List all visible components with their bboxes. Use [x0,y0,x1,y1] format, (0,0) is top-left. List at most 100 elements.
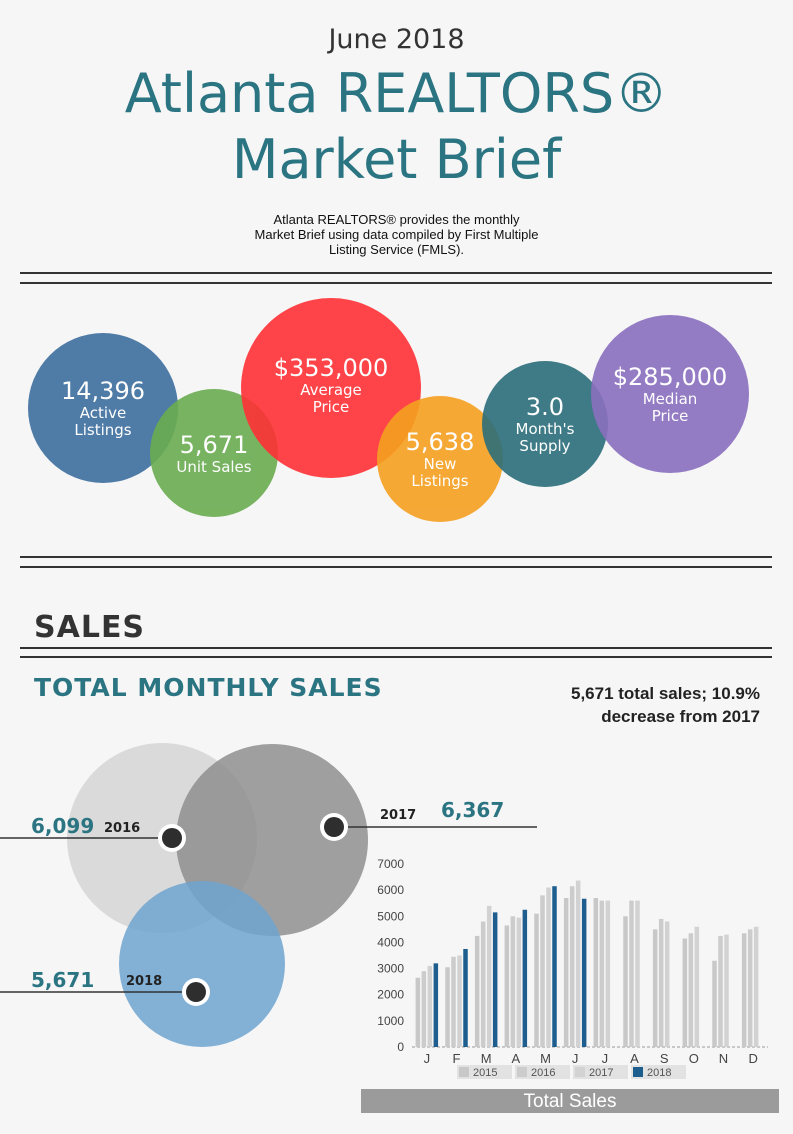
bar-2018-3 [522,909,528,1047]
unit-sales-value: 5,671 [179,430,249,459]
bar-2015-8 [652,929,658,1047]
bar-2016-3 [510,916,516,1047]
y-tick-label: 1000 [377,1014,404,1028]
bar-2016-6 [599,900,605,1047]
legend-label-2018: 2018 [647,1067,671,1079]
y-tick-label: 3000 [377,962,404,976]
sales-summary: 5,671 total sales; 10.9% decrease from 2… [570,684,760,726]
bar-2015-2 [474,935,480,1047]
year-2017-label: 2017 [380,808,417,823]
bar-2015-3 [504,925,510,1047]
intro-text: Atlanta REALTORS® provides the monthly M… [254,212,539,257]
legend-swatch-2016 [517,1067,527,1077]
y-tick-label: 4000 [377,935,404,949]
circle-2018 [119,881,285,1047]
bar-2016-5 [569,886,575,1047]
active-listings-bubble: 14,396 Active Listings [28,333,178,483]
bar-2018-5 [581,898,587,1047]
bar-2018-1 [463,948,468,1047]
legend-label-2016: 2016 [531,1067,555,1079]
total-monthly-sales-title: TOTAL MONTHLY SALES [34,673,383,702]
yearly-sales-circles [0,743,537,1047]
year-2018-label: 2018 [126,974,163,989]
x-tick-label: J [572,1051,579,1066]
divider [20,556,772,558]
chart-title: Total Sales [361,1089,779,1113]
bar-2015-10 [712,960,717,1047]
active-listings-value: 14,396 [61,377,145,405]
year-2016-label: 2016 [104,821,141,836]
divider [20,566,772,568]
average-price-value: $353,000 [273,354,389,382]
bar-2015-4 [534,913,539,1047]
sales-2017-value: 6,367 [441,798,505,822]
bar-2016-11 [747,929,753,1047]
new-listings-value: 5,638 [405,428,475,456]
page-title-line1: Atlanta REALTORS® [124,62,669,125]
bar-2017-10 [724,934,729,1047]
bar-2017-4 [546,887,551,1047]
bar-2016-9 [688,933,694,1047]
average-price-label: Average Price [300,381,362,416]
bar-2015-6 [593,897,599,1047]
bar-2016-2 [480,921,486,1047]
divider [20,647,772,649]
bar-2016-4 [540,895,545,1047]
median-price-label: Median Price [642,390,698,425]
x-tick-label: S [660,1051,669,1066]
legend-swatch-2018 [633,1067,643,1077]
bar-2018-2 [492,912,498,1047]
y-tick-label: 7000 [377,857,404,871]
bar-2017-0 [427,965,433,1047]
x-tick-label: M [481,1051,492,1066]
new-listings-label: New Listings [411,455,469,490]
legend-label-2017: 2017 [589,1067,613,1079]
x-tick-label: D [748,1051,757,1066]
bar-2018-4 [552,886,557,1047]
sales-2018-value: 5,671 [31,968,95,992]
bar-2017-5 [575,880,581,1047]
bar-2016-0 [421,971,427,1047]
page-title-line2: Market Brief [231,128,562,191]
bar-2015-7 [623,916,628,1047]
months-supply-value: 3.0 [525,393,565,421]
median-price-bubble: $285,000 Median Price [591,315,749,473]
marker-2018-dot [186,982,206,1002]
x-tick-label: M [540,1051,551,1066]
legend-label-2015: 2015 [473,1067,497,1079]
legend-swatch-2015 [459,1067,469,1077]
marker-2016-dot [162,828,182,848]
median-price-value: $285,000 [612,363,728,391]
legend-bg [631,1065,686,1079]
legend-bg [457,1065,512,1079]
marker-2017-dot [324,817,344,837]
bar-2017-6 [605,900,611,1047]
bar-2016-7 [629,900,634,1047]
bar-2015-5 [563,897,569,1047]
legend-bg [573,1065,628,1079]
bar-2015-1 [445,967,450,1047]
x-tick-label: F [453,1051,461,1066]
x-tick-label: A [630,1051,639,1066]
legend-bg [515,1065,570,1079]
bar-2017-2 [486,905,492,1047]
legend-swatch-2017 [575,1067,585,1077]
bar-2015-0 [415,977,421,1047]
divider [20,656,772,658]
report-month: June 2018 [328,24,465,55]
months-supply-label: Month's Supply [515,420,575,455]
bar-2016-1 [451,956,456,1047]
y-tick-label: 5000 [377,909,404,923]
bar-2017-3 [516,917,522,1047]
total-sales-bar-chart: 0 1000 2000 3000 4000 5000 6000 7000 J F M A M J J A S O N… [377,857,768,1079]
active-listings-label: Active Listings [74,404,132,439]
x-tick-label: J [424,1051,431,1066]
x-tick-label: N [719,1051,728,1066]
bar-2017-8 [664,921,670,1047]
bar-2016-10 [718,935,723,1047]
sales-2016-value: 6,099 [31,814,95,838]
y-tick-label: 2000 [377,988,404,1002]
x-tick-label: O [689,1051,699,1066]
x-tick-label: J [602,1051,609,1066]
bar-2017-9 [694,926,700,1047]
